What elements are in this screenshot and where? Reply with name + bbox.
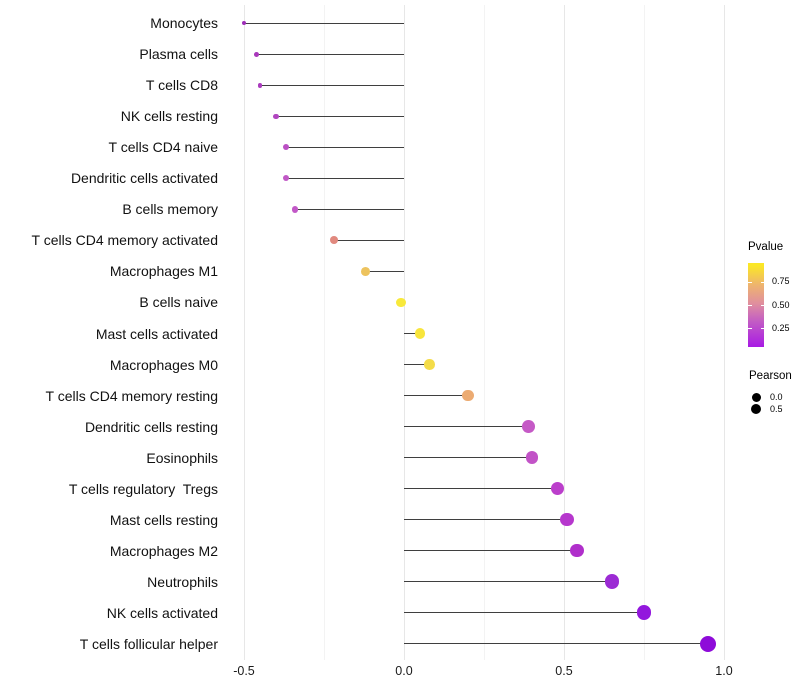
lollipop-dot bbox=[550, 481, 565, 496]
gridline-major bbox=[403, 5, 405, 660]
gridline-major bbox=[243, 5, 245, 660]
pvalue-tick-label: 0.75 bbox=[772, 276, 790, 287]
lollipop-stem bbox=[285, 177, 404, 180]
lollipop-stem bbox=[404, 487, 558, 490]
category-label: T cells CD4 memory activated bbox=[31, 232, 218, 249]
lollipop-stem bbox=[404, 394, 468, 397]
pvalue-tick-label: 0.50 bbox=[772, 299, 790, 310]
lollipop-stem bbox=[365, 270, 404, 273]
lollipop-dot bbox=[525, 451, 539, 464]
lollipop-dot bbox=[361, 267, 371, 276]
category-label: NK cells resting bbox=[120, 108, 218, 125]
lollipop-stem bbox=[404, 549, 577, 552]
lollipop-dot bbox=[462, 389, 474, 402]
lollipop-dot bbox=[700, 635, 716, 652]
gridline-minor bbox=[643, 5, 645, 660]
lollipop-dot bbox=[414, 328, 426, 339]
lollipop-dot bbox=[560, 512, 574, 527]
lollipop-stem bbox=[404, 425, 529, 428]
gridline-minor bbox=[323, 5, 325, 660]
lollipop-stem bbox=[404, 580, 612, 583]
category-label: Neutrophils bbox=[147, 573, 218, 590]
colorbar-tick-mark bbox=[748, 305, 752, 306]
category-label: T cells CD8 bbox=[145, 77, 218, 94]
colorbar-tick-mark bbox=[760, 281, 764, 283]
lollipop-dot bbox=[522, 420, 536, 433]
category-label: Mast cells activated bbox=[95, 325, 218, 342]
lollipop-dot bbox=[291, 206, 299, 213]
lollipop-dot bbox=[282, 175, 289, 182]
colorbar-tick-mark bbox=[748, 281, 752, 283]
lollipop-dot bbox=[242, 21, 246, 26]
pearson-key-dot bbox=[750, 403, 762, 415]
lollipop-dot bbox=[424, 359, 435, 370]
lollipop-stem bbox=[404, 332, 420, 335]
colorbar-tick-mark bbox=[760, 305, 764, 306]
lollipop-dot bbox=[569, 543, 584, 558]
lollipop-stem bbox=[404, 456, 532, 459]
lollipop-stem bbox=[404, 363, 430, 366]
pvalue-legend-title: Pvalue bbox=[748, 241, 784, 253]
category-label: Macrophages M1 bbox=[109, 263, 218, 280]
category-label: Eosinophils bbox=[146, 449, 218, 466]
lollipop-dot bbox=[604, 574, 620, 589]
gridline-major bbox=[723, 5, 725, 660]
lollipop-dot bbox=[636, 605, 652, 621]
lollipop-stem bbox=[276, 115, 404, 118]
category-label: Macrophages M0 bbox=[109, 356, 218, 373]
lollipop-stem bbox=[285, 146, 404, 149]
category-label: Dendritic cells resting bbox=[84, 418, 218, 435]
lollipop-dot bbox=[282, 144, 289, 151]
category-label: T cells follicular helper bbox=[79, 635, 218, 652]
category-label: Plasma cells bbox=[139, 46, 218, 63]
category-label: B cells memory bbox=[122, 201, 218, 218]
lollipop-stem bbox=[404, 518, 568, 521]
lollipop-dot bbox=[257, 82, 263, 88]
lollipop-dot bbox=[254, 51, 260, 57]
gridline-major bbox=[563, 5, 565, 660]
pearson-key-label: 0.0 bbox=[770, 391, 783, 402]
lollipop-stem bbox=[256, 53, 404, 56]
x-axis-tick-label: 1.0 bbox=[715, 664, 733, 678]
lollipop-stem bbox=[404, 611, 644, 614]
pvalue-tick-label: 0.25 bbox=[772, 322, 790, 333]
category-label: Mast cells resting bbox=[109, 511, 218, 528]
lollipop-stem bbox=[295, 208, 404, 211]
x-axis-tick-label: 0.5 bbox=[555, 664, 573, 678]
lollipop-stem bbox=[404, 642, 708, 645]
lollipop-stem bbox=[333, 239, 404, 242]
colorbar-tick-mark bbox=[748, 328, 752, 330]
pvalue-colorbar bbox=[748, 263, 764, 347]
lollipop-dot bbox=[395, 297, 406, 308]
category-label: T cells regulatory Tregs bbox=[68, 480, 218, 497]
x-axis-tick-label: -0.5 bbox=[233, 664, 255, 678]
category-label: Monocytes bbox=[150, 15, 218, 32]
category-label: NK cells activated bbox=[106, 604, 218, 621]
pearson-key-label: 0.5 bbox=[770, 403, 783, 414]
pearson-legend-title: Pearson bbox=[749, 370, 792, 382]
category-label: Macrophages M2 bbox=[109, 542, 218, 559]
category-label: T cells CD4 naive bbox=[108, 139, 218, 156]
category-label: B cells naive bbox=[139, 294, 218, 311]
lollipop-dot bbox=[273, 113, 279, 120]
gridline-minor bbox=[483, 5, 485, 660]
category-label: T cells CD4 memory resting bbox=[45, 387, 218, 404]
lollipop-dot bbox=[329, 236, 338, 245]
pearson-key-dot bbox=[751, 392, 761, 402]
lollipop-stem bbox=[244, 22, 404, 25]
colorbar-tick-mark bbox=[760, 328, 764, 330]
category-label: Dendritic cells activated bbox=[70, 170, 218, 187]
lollipop-stem bbox=[260, 84, 404, 87]
x-axis-tick-label: 0.0 bbox=[395, 664, 413, 678]
